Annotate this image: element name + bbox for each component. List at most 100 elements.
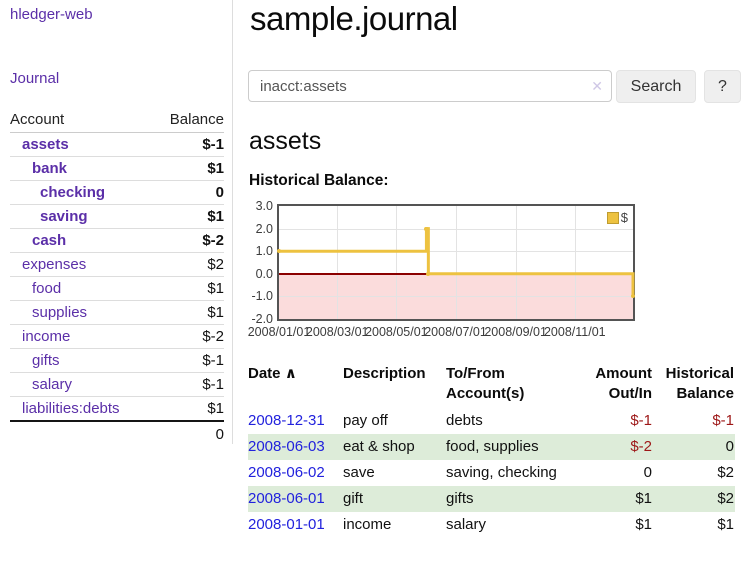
account-row: liabilities:debts $1 bbox=[10, 397, 224, 422]
account-link[interactable]: income bbox=[22, 328, 71, 345]
account-balance: 0 bbox=[153, 180, 224, 205]
chart-line bbox=[279, 227, 635, 297]
x-axis-tick-label: 2008/01/01 bbox=[247, 325, 311, 339]
register-header-amount: Amount Out/In bbox=[595, 365, 652, 402]
register-date-link[interactable]: 2008-06-02 bbox=[248, 464, 325, 481]
accounts-header-account: Account bbox=[10, 108, 154, 133]
account-row: salary $-1 bbox=[10, 372, 224, 397]
register-row: 2008-06-02 save saving, checking 0 $2 bbox=[248, 460, 735, 486]
y-axis-tick-label: 0.0 bbox=[255, 266, 273, 281]
account-link[interactable]: gifts bbox=[32, 352, 60, 369]
register-description: pay off bbox=[343, 412, 388, 429]
chart-gridline bbox=[337, 206, 339, 319]
register-table: Date ∧ Description To/From Account(s) Am… bbox=[248, 362, 735, 538]
accounts-total: 0 bbox=[10, 420, 224, 447]
help-button[interactable]: ? bbox=[704, 70, 741, 103]
account-balance: $2 bbox=[153, 252, 224, 277]
register-row: 2008-06-03 eat & shop food, supplies $-2… bbox=[248, 434, 735, 460]
register-accounts: salary bbox=[446, 516, 487, 533]
account-row: assets $-1 bbox=[10, 132, 224, 157]
accounts-header-balance: Balance bbox=[153, 108, 224, 133]
account-row: supplies $1 bbox=[10, 300, 224, 325]
chart-point-marker bbox=[425, 226, 430, 231]
app-brand-link[interactable]: hledger-web bbox=[10, 6, 93, 23]
account-row: expenses $2 bbox=[10, 252, 224, 277]
register-balance: $-1 bbox=[712, 412, 734, 429]
register-date-link[interactable]: 2008-01-01 bbox=[248, 516, 325, 533]
register-accounts: debts bbox=[446, 412, 483, 429]
register-date-link[interactable]: 2008-06-03 bbox=[248, 438, 325, 455]
account-balance: $1 bbox=[207, 400, 224, 417]
sidebar: hledger-web Journal Account Balance asse… bbox=[0, 0, 233, 447]
sidebar-item-journal[interactable]: Journal bbox=[10, 70, 60, 87]
account-link[interactable]: expenses bbox=[22, 256, 87, 273]
account-link[interactable]: assets bbox=[22, 136, 69, 153]
x-axis-tick-label: 2008/07/01 bbox=[424, 325, 487, 339]
register-balance: 0 bbox=[725, 438, 734, 455]
x-axis-tick-label: 2008/05/01 bbox=[365, 325, 428, 339]
chart-gridline bbox=[279, 228, 633, 230]
search-input[interactable] bbox=[248, 70, 612, 102]
chart-gridline bbox=[396, 206, 398, 319]
register-description: gift bbox=[343, 490, 364, 507]
register-header-accounts: To/From Account(s) bbox=[446, 365, 525, 402]
register-description: save bbox=[343, 464, 375, 481]
legend-label: $ bbox=[620, 210, 628, 225]
search-button[interactable]: Search bbox=[616, 70, 696, 103]
y-axis-tick-label: 1.0 bbox=[255, 244, 273, 259]
register-description: income bbox=[343, 516, 392, 533]
account-balance: $-1 bbox=[153, 348, 224, 373]
register-amount: 0 bbox=[643, 464, 652, 481]
sort-ascending-icon: ∧ bbox=[284, 365, 297, 382]
account-link[interactable]: salary bbox=[32, 376, 73, 393]
x-axis-tick-label: 2008/11/01 bbox=[543, 325, 606, 339]
chart-gridline bbox=[455, 206, 457, 319]
chart-x-axis: 2008/01/01 2008/03/01 2008/05/01 2008/07/01… bbox=[248, 325, 633, 341]
account-balance: $1 bbox=[153, 300, 224, 325]
account-row: bank $1 bbox=[10, 156, 224, 181]
account-balance: $-1 bbox=[153, 372, 224, 397]
clear-search-icon[interactable]: ✕ bbox=[591, 78, 603, 94]
register-header-balance: Historical Balance bbox=[665, 365, 734, 402]
account-link[interactable]: supplies bbox=[32, 304, 88, 321]
account-balance: $-2 bbox=[153, 228, 224, 253]
chart-point-marker bbox=[277, 249, 281, 254]
accounts-table: Account Balance assets $-1 bank $1 check… bbox=[10, 108, 224, 447]
account-link[interactable]: liabilities:debts bbox=[22, 400, 120, 417]
account-link[interactable]: checking bbox=[40, 184, 106, 201]
x-axis-tick-label: 2008/03/01 bbox=[305, 325, 369, 339]
account-link[interactable]: bank bbox=[32, 160, 68, 177]
account-balance: $-1 bbox=[153, 132, 224, 157]
register-accounts: gifts bbox=[446, 490, 474, 507]
y-axis-tick-label: -1.0 bbox=[251, 289, 273, 304]
chart-plot: $ bbox=[277, 204, 635, 321]
register-date-link[interactable]: 2008-12-31 bbox=[248, 412, 325, 429]
register-row: 2008-06-01 gift gifts $1 $2 bbox=[248, 486, 735, 512]
page-title: sample.journal bbox=[250, 0, 458, 37]
register-header-date[interactable]: Date ∧ bbox=[248, 365, 297, 382]
register-balance: $1 bbox=[717, 516, 734, 533]
chart-point-marker bbox=[631, 294, 635, 299]
account-heading: assets bbox=[249, 127, 322, 155]
account-row: gifts $-1 bbox=[10, 348, 224, 373]
register-date-link[interactable]: 2008-06-01 bbox=[248, 490, 325, 507]
chart-legend: $ bbox=[604, 209, 630, 226]
register-amount: $1 bbox=[635, 516, 652, 533]
register-amount: $1 bbox=[635, 490, 652, 507]
y-axis-tick-label: -2.0 bbox=[251, 312, 273, 326]
account-row: checking 0 bbox=[10, 180, 224, 205]
register-header-description: Description bbox=[343, 365, 426, 382]
account-link[interactable]: saving bbox=[40, 208, 88, 225]
account-row: saving $1 bbox=[10, 204, 224, 229]
y-axis-tick-label: 3.0 bbox=[255, 199, 273, 213]
main-content: sample.journal ✕ Search ? assets Histori… bbox=[248, 0, 741, 582]
account-link[interactable]: food bbox=[32, 280, 62, 297]
account-balance: $1 bbox=[153, 276, 224, 301]
account-balance: $1 bbox=[153, 156, 224, 181]
chart-y-axis: 3.0 2.0 1.0 0.0 -1.0 -2.0 bbox=[248, 199, 273, 326]
register-balance: $2 bbox=[717, 490, 734, 507]
register-amount: $-2 bbox=[630, 438, 652, 455]
chart-point-marker bbox=[426, 271, 431, 276]
register-amount: $-1 bbox=[630, 412, 652, 429]
account-link[interactable]: cash bbox=[32, 232, 67, 249]
